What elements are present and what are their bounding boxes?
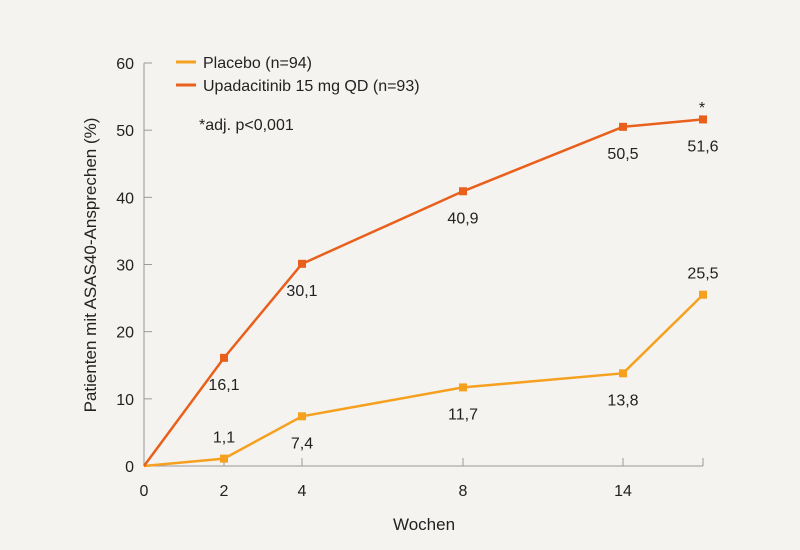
legend: Placebo (n=94) Upadacitinib 15 mg QD (n=… — [176, 55, 420, 95]
legend-label-placebo: Placebo (n=94) — [203, 55, 312, 72]
data-label: 11,7 — [448, 406, 478, 423]
significance-note: *adj. p<0,001 — [199, 117, 294, 134]
x-tick-label: 4 — [298, 483, 307, 500]
y-axis-title: Patienten mit ASAS40-Ansprechen (%) — [81, 118, 100, 413]
data-point — [619, 369, 627, 378]
series-layer: 1,1 7,4 11,7 13,8 25,5 16,1 30,1 40,9 50,5 51,6 — [142, 115, 719, 468]
data-label: 25,5 — [687, 266, 718, 283]
x-tick-label: 8 — [459, 483, 468, 500]
data-label: 50,5 — [607, 146, 638, 163]
y-tick-label: 20 — [116, 325, 134, 342]
x-tick-label: 0 — [140, 483, 149, 500]
data-point — [220, 454, 228, 463]
data-point — [459, 383, 467, 392]
data-point — [699, 115, 707, 124]
y-tick-label: 60 — [116, 56, 134, 73]
y-tick-label: 40 — [116, 190, 134, 207]
y-axis-ticks: 0 10 20 30 40 50 60 — [116, 56, 152, 476]
data-point — [619, 122, 627, 131]
y-tick-label: 50 — [116, 123, 134, 140]
data-label: 16,1 — [208, 377, 239, 394]
x-axis-title: Wochen — [393, 515, 455, 534]
data-label: 30,1 — [286, 283, 317, 300]
series-upadacitinib: 16,1 30,1 40,9 50,5 51,6 — [142, 115, 719, 467]
data-point — [298, 412, 306, 421]
data-point — [220, 353, 228, 362]
y-tick-label: 0 — [125, 459, 134, 476]
data-label: 13,8 — [607, 392, 638, 409]
data-point — [298, 259, 306, 268]
data-point — [699, 290, 707, 299]
y-tick-label: 30 — [116, 258, 134, 275]
data-label: 51,6 — [687, 138, 718, 155]
data-label: 40,9 — [447, 210, 478, 227]
legend-label-upadacitinib: Upadacitinib 15 mg QD (n=93) — [203, 78, 420, 95]
data-label: 7,4 — [291, 435, 313, 452]
significance-marker: * — [699, 100, 705, 117]
series-line — [143, 293, 704, 468]
data-label: 1,1 — [213, 430, 235, 447]
x-tick-label: 14 — [614, 483, 632, 500]
series-line — [142, 118, 704, 467]
data-point — [459, 187, 467, 196]
series-placebo: 1,1 7,4 11,7 13,8 25,5 — [143, 266, 719, 468]
x-axis-ticks: 0 2 4 8 14 — [140, 458, 704, 500]
x-tick-label: 2 — [220, 483, 229, 500]
y-tick-label: 10 — [116, 392, 134, 409]
